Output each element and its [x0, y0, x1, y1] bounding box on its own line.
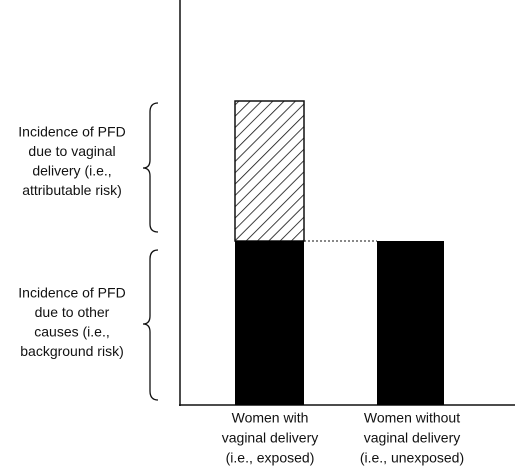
- annotation-line: Incidence of PFD: [18, 285, 125, 301]
- annotation-line: due to other: [35, 304, 110, 320]
- annotation-line: attributable risk): [22, 182, 122, 198]
- annotation-line: Incidence of PFD: [18, 124, 125, 140]
- group-label: Women with: [232, 410, 309, 426]
- background-bar: [377, 241, 444, 405]
- group-label: vaginal delivery: [364, 430, 461, 446]
- annotation-line: delivery (i.e.,: [32, 163, 111, 179]
- annotation-line: background risk): [20, 343, 124, 359]
- annotation-line: due to vaginal: [28, 143, 115, 159]
- attributable-segment: [234, 100, 305, 242]
- group-label: Women without: [364, 410, 460, 426]
- background-segment: [235, 241, 304, 405]
- annotation-line: causes (i.e.,: [34, 324, 109, 340]
- brace: [142, 249, 159, 401]
- group-label: (i.e., exposed): [226, 450, 315, 466]
- brace: [142, 102, 159, 233]
- group-label: vaginal delivery: [222, 430, 319, 446]
- group-label: (i.e., unexposed): [360, 450, 464, 466]
